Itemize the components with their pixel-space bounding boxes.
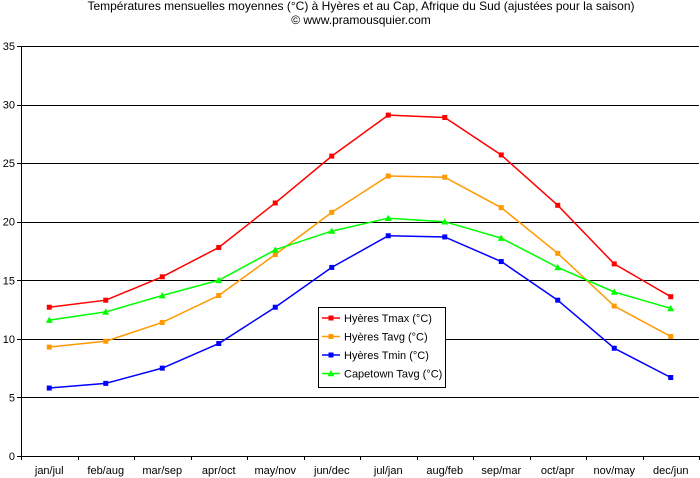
data-point xyxy=(555,250,561,256)
series-2 xyxy=(46,173,674,350)
data-point xyxy=(667,304,675,312)
series-4 xyxy=(45,214,675,323)
data-point xyxy=(611,345,617,351)
data-point xyxy=(668,375,674,381)
legend-label: Hyères Tmax (°C) xyxy=(344,313,432,325)
data-point xyxy=(158,292,166,299)
data-point xyxy=(668,334,674,340)
data-point xyxy=(159,319,165,325)
data-point xyxy=(272,252,278,258)
legend-item: Capetown Tavg (°C) xyxy=(322,369,442,381)
data-point xyxy=(329,153,335,159)
series-line xyxy=(49,217,671,321)
data-point xyxy=(46,344,52,350)
data-point xyxy=(611,303,617,309)
legend-swatch-marker xyxy=(328,315,334,321)
data-point xyxy=(442,114,448,120)
data-point xyxy=(103,380,109,386)
chart-title: Températures mensuelles moyennes (°C) à … xyxy=(87,0,634,13)
data-point xyxy=(271,246,279,253)
data-point xyxy=(668,294,674,300)
data-point xyxy=(216,341,222,347)
data-point xyxy=(159,274,165,280)
data-point xyxy=(103,297,109,303)
data-point xyxy=(272,200,278,206)
data-point xyxy=(102,308,110,315)
data-point xyxy=(272,304,278,310)
y-tick-label: 0 xyxy=(9,451,15,463)
x-tick-label: aug/feb xyxy=(426,465,463,477)
data-point xyxy=(610,288,618,295)
data-point xyxy=(498,205,504,211)
data-point xyxy=(554,263,562,271)
data-point xyxy=(384,214,392,221)
legend-swatch-marker xyxy=(328,334,334,339)
y-tick-label: 35 xyxy=(3,41,15,53)
x-tick-label: mar/sep xyxy=(142,465,182,477)
data-point xyxy=(329,209,335,215)
y-tick-label: 20 xyxy=(3,217,15,229)
legend-label: Hyères Tmin (°C) xyxy=(344,350,429,362)
data-point xyxy=(46,385,52,391)
grid xyxy=(21,46,699,398)
x-tick-label: jul/jan xyxy=(373,465,403,477)
data-point xyxy=(442,174,448,180)
y-tick-label: 25 xyxy=(3,158,15,170)
series-line xyxy=(49,114,672,308)
x-tick-label: may/nov xyxy=(254,465,296,477)
legend-swatch-marker xyxy=(327,370,335,377)
x-tick-label: jun/dec xyxy=(313,465,350,477)
x-tick-label: apr/oct xyxy=(202,465,236,477)
x-tick-label: dec/jun xyxy=(653,465,688,477)
data-point xyxy=(385,112,391,118)
data-point xyxy=(329,264,335,270)
legend-swatch-marker xyxy=(328,352,334,358)
y-tick-label: 30 xyxy=(3,100,15,112)
data-point xyxy=(498,259,504,265)
data-point xyxy=(216,244,222,250)
legend-label: Capetown Tavg (°C) xyxy=(344,369,442,381)
data-point xyxy=(159,365,165,371)
data-point xyxy=(555,297,561,303)
x-tick-label: oct/apr xyxy=(541,465,575,477)
legend: Hyères Tmax (°C) Hyères Tavg (°C) Hyères T… xyxy=(318,307,446,388)
legend-item: Hyères Tavg (°C) xyxy=(322,332,428,344)
data-point xyxy=(46,304,52,310)
data-point xyxy=(555,202,561,208)
y-tick-label: 15 xyxy=(3,275,15,287)
data-point xyxy=(216,293,222,299)
data-point xyxy=(385,233,391,239)
y-tick-label: 5 xyxy=(9,392,15,404)
data-point xyxy=(328,227,336,234)
x-tick-label: feb/aug xyxy=(87,465,124,477)
series-3 xyxy=(46,233,674,391)
y-tick-label: 10 xyxy=(3,334,15,346)
legend-item: Hyères Tmin (°C) xyxy=(322,350,429,362)
legend-item: Hyères Tmax (°C) xyxy=(322,313,432,325)
x-tick-label: jan/jul xyxy=(34,465,64,477)
data-point xyxy=(103,338,109,344)
x-tick-label: sep/mar xyxy=(481,465,521,477)
data-point xyxy=(442,234,448,240)
series-group xyxy=(45,112,675,391)
x-tick-label: nov/may xyxy=(593,465,635,477)
data-point xyxy=(215,276,223,284)
data-point xyxy=(611,261,617,267)
series-line xyxy=(49,235,672,389)
data-point xyxy=(441,218,449,225)
data-point xyxy=(497,234,505,241)
data-point xyxy=(385,173,391,179)
legend-label: Hyères Tavg (°C) xyxy=(344,332,428,344)
series-1 xyxy=(46,112,674,310)
series-line xyxy=(49,175,672,348)
data-point xyxy=(45,316,53,323)
chart-subtitle: © www.pramousquier.com xyxy=(291,13,431,27)
axes: 0 5 10 15 20 25 30 35 jan/jul feb/aug mar/sep apr/o… xyxy=(3,41,700,477)
data-point xyxy=(498,152,504,158)
